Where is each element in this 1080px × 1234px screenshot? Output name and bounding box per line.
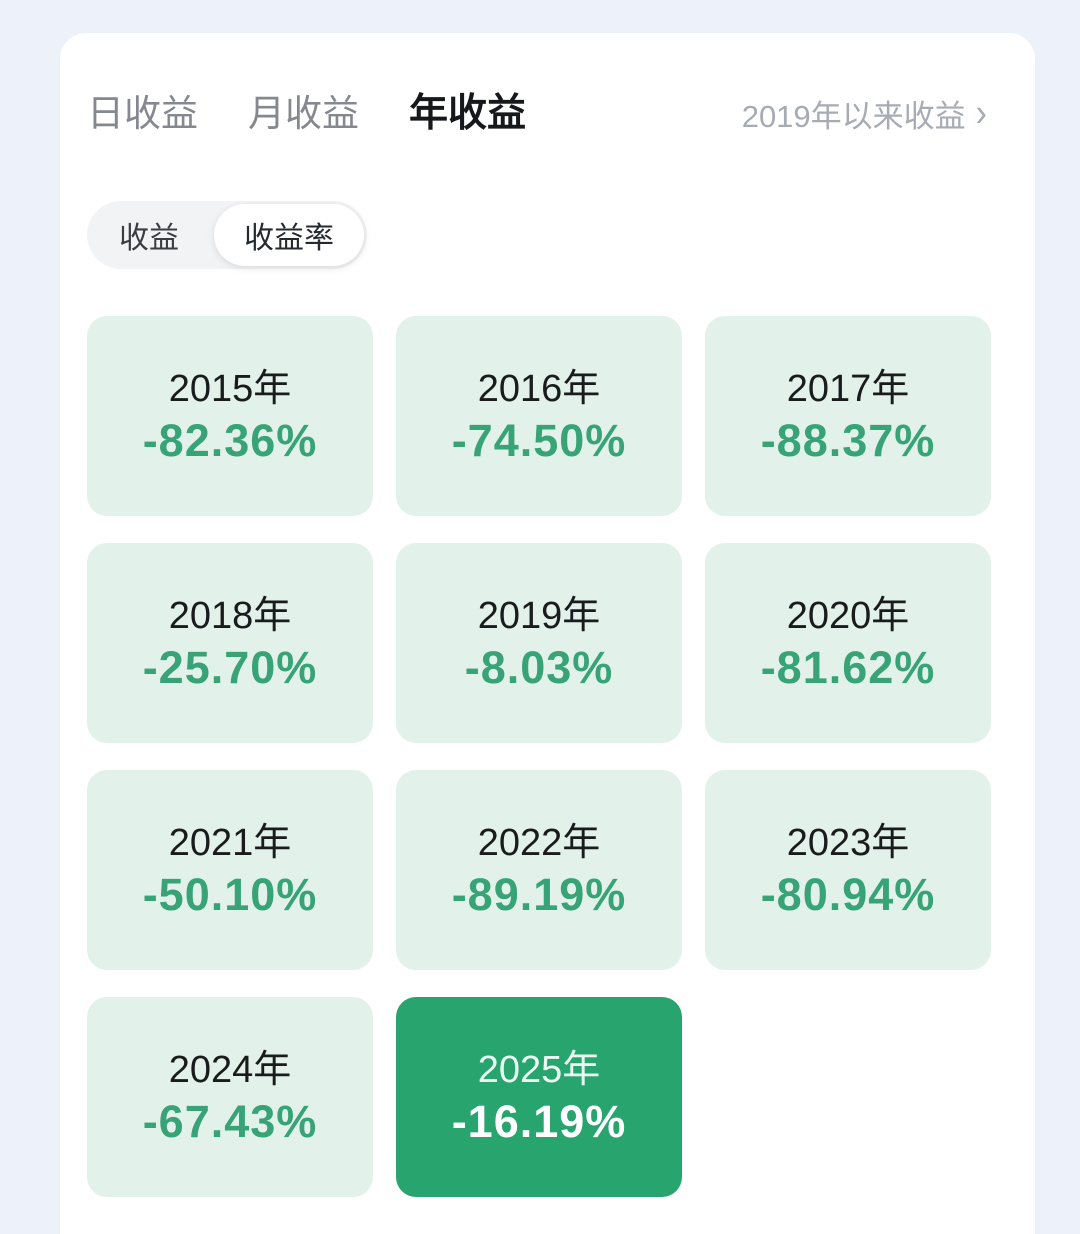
tab-monthly-returns[interactable]: 月收益 [248, 92, 359, 134]
tab-daily-returns[interactable]: 日收益 [87, 92, 198, 134]
return-value: -82.36% [142, 414, 318, 466]
year-label: 2017年 [786, 367, 910, 410]
year-label: 2022年 [477, 821, 601, 864]
year-label: 2023年 [786, 821, 910, 864]
year-label: 2016年 [477, 367, 601, 410]
year-cell-2025-selected[interactable]: 2025年 -16.19% [396, 997, 682, 1197]
return-value: -81.62% [760, 641, 936, 693]
year-label: 2019年 [477, 594, 601, 637]
year-label: 2020年 [786, 594, 910, 637]
year-cell-2019[interactable]: 2019年 -8.03% [396, 543, 682, 743]
tab-yearly-returns[interactable]: 年收益 [409, 91, 527, 135]
year-cell-2016[interactable]: 2016年 -74.50% [396, 316, 682, 516]
year-cell-2020[interactable]: 2020年 -81.62% [705, 543, 991, 743]
returns-since-2019-label: 2019年以来收益 [741, 99, 966, 134]
year-label: 2021年 [168, 821, 292, 864]
toggle-option-amount[interactable]: 收益 [119, 222, 179, 255]
year-cell-2024[interactable]: 2024年 -67.43% [87, 997, 373, 1197]
year-cell-2022[interactable]: 2022年 -89.19% [396, 770, 682, 970]
return-value: -67.43% [142, 1095, 318, 1147]
year-cell-2023[interactable]: 2023年 -80.94% [705, 770, 991, 970]
return-value: -89.19% [451, 868, 627, 920]
return-value: -16.19% [451, 1095, 627, 1147]
returns-panel: 日收益 月收益 年收益 2019年以来收益 › 收益 收益率 2015年 -82… [60, 33, 1035, 1234]
year-cell-2018[interactable]: 2018年 -25.70% [87, 543, 373, 743]
yearly-returns-grid: 2015年 -82.36% 2016年 -74.50% 2017年 -88.37… [87, 316, 991, 1197]
returns-since-2019-link[interactable]: 2019年以来收益 › [742, 91, 987, 136]
return-value: -74.50% [451, 414, 627, 466]
return-value: -80.94% [760, 868, 936, 920]
year-cell-2021[interactable]: 2021年 -50.10% [87, 770, 373, 970]
year-cell-2015[interactable]: 2015年 -82.36% [87, 316, 373, 516]
chevron-right-icon: › [975, 91, 987, 135]
toggle-option-rate[interactable]: 收益率 [214, 204, 364, 266]
year-label: 2024年 [168, 1048, 292, 1091]
returns-tab-bar: 日收益 月收益 年收益 2019年以来收益 › [60, 33, 1035, 136]
return-value: -50.10% [142, 868, 318, 920]
return-mode-toggle: 收益 收益率 [87, 201, 367, 269]
year-label: 2018年 [168, 594, 292, 637]
return-value: -8.03% [464, 641, 614, 693]
year-label: 2025年 [477, 1048, 601, 1091]
return-value: -25.70% [142, 641, 318, 693]
return-value: -88.37% [760, 414, 936, 466]
year-cell-2017[interactable]: 2017年 -88.37% [705, 316, 991, 516]
year-label: 2015年 [168, 367, 292, 410]
